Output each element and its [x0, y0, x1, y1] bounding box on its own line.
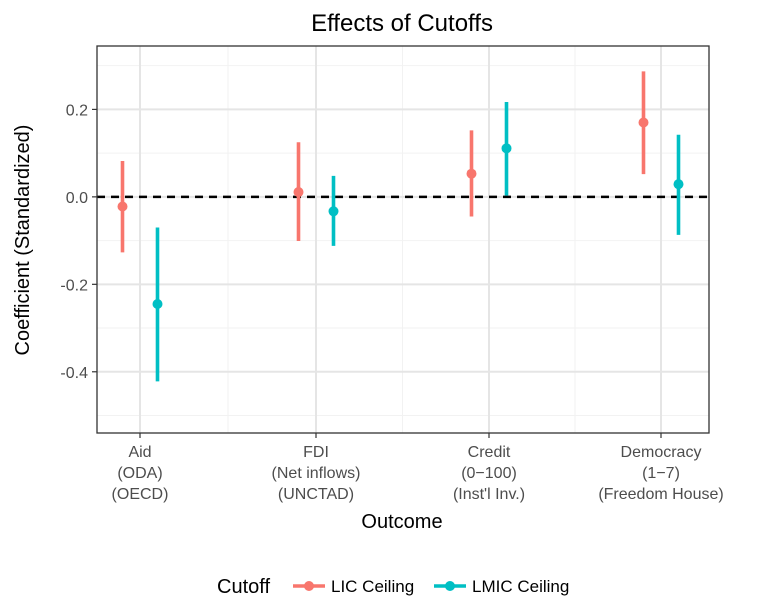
x-tick-label: (Inst'l Inv.): [453, 486, 525, 503]
lmic-ceiling-point: [501, 143, 512, 154]
x-tick-label: (0−100): [461, 465, 517, 482]
x-tick-label: Credit: [468, 444, 511, 461]
plot-border: [96, 45, 710, 434]
y-tick-label: -0.2: [60, 277, 88, 294]
x-tick-label: (ODA): [117, 465, 162, 482]
legend-key-point: [304, 581, 314, 591]
x-tick-label: (1−7): [642, 465, 680, 482]
lmic-ceiling-point: [328, 206, 339, 217]
y-tick-label: 0.0: [66, 190, 88, 207]
x-tick-label: Aid: [128, 444, 151, 461]
x-tick-label: (Freedom House): [598, 486, 723, 503]
lic-ceiling-point: [293, 187, 304, 198]
legend[interactable]: Cutoff LIC Ceiling LMIC Ceiling: [217, 576, 569, 598]
legend-key-point: [445, 581, 455, 591]
x-tick-label: FDI: [303, 444, 329, 461]
y-tick-label: -0.4: [60, 365, 88, 382]
marks: [97, 71, 709, 382]
lic-ceiling-point: [466, 168, 477, 179]
legend-item-lic-ceiling[interactable]: LIC Ceiling: [293, 577, 414, 596]
legend-label: LIC Ceiling: [331, 577, 414, 596]
x-tick-label: (OECD): [112, 486, 169, 503]
lic-ceiling-point: [117, 201, 128, 212]
legend-item-lmic-ceiling[interactable]: LMIC Ceiling: [434, 577, 569, 596]
lic-ceiling-point: [638, 117, 649, 128]
chart-title: Effects of Cutoffs: [311, 10, 493, 37]
legend-label: LMIC Ceiling: [472, 577, 569, 596]
y-axis-title: Coefficient (Standardized): [12, 125, 34, 356]
x-tick-label: (Net inflows): [272, 465, 361, 482]
x-axis-title: Outcome: [361, 511, 442, 533]
x-tick-label: (UNCTAD): [278, 486, 354, 503]
lmic-ceiling-point: [152, 299, 163, 309]
axes: 0.2 0.0 -0.2 -0.4 Aid (ODA) (OECD) FDI (Net infl…: [60, 102, 723, 503]
y-tick-label: 0.2: [66, 102, 88, 119]
x-tick-label: Democracy: [621, 444, 702, 461]
lmic-ceiling-point: [673, 179, 684, 190]
legend-title: Cutoff: [217, 576, 270, 598]
